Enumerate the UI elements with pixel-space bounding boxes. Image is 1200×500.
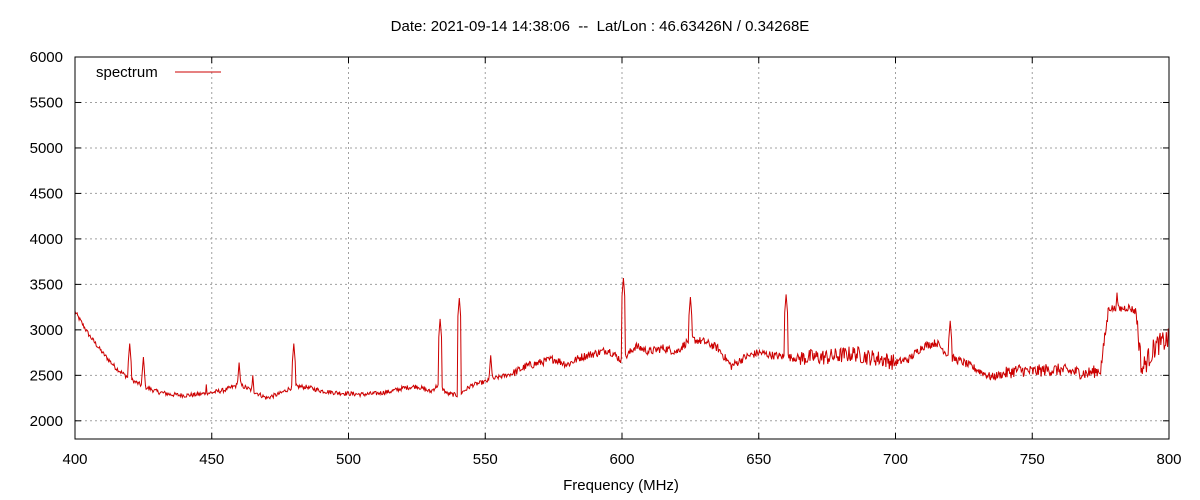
x-tick-label: 450 xyxy=(199,451,224,468)
y-tick-label: 3500 xyxy=(30,276,63,293)
y-tick-label: 2000 xyxy=(30,413,63,430)
y-tick-label: 2500 xyxy=(30,367,63,384)
chart-title: Date: 2021-09-14 14:38:06 -- Lat/Lon : 4… xyxy=(390,18,810,35)
y-tick-label: 4000 xyxy=(30,231,63,248)
x-tick-label: 650 xyxy=(746,451,771,468)
x-tick-label: 500 xyxy=(336,451,361,468)
legend-label: spectrum xyxy=(96,64,158,81)
x-tick-label: 800 xyxy=(1156,451,1181,468)
x-tick-label: 700 xyxy=(883,451,908,468)
x-tick-label: 750 xyxy=(1020,451,1045,468)
x-tick-label: 550 xyxy=(473,451,498,468)
x-tick-label: 600 xyxy=(609,451,634,468)
spectrum-line xyxy=(74,277,1170,400)
x-axis-label: Frequency (MHz) xyxy=(563,477,679,494)
x-tick-label: 400 xyxy=(62,451,87,468)
plot-frame xyxy=(74,56,1170,440)
y-tick-label: 6000 xyxy=(30,49,63,66)
y-tick-label: 3000 xyxy=(30,322,63,339)
y-tick-label: 5500 xyxy=(30,94,63,111)
y-tick-label: 4500 xyxy=(30,185,63,202)
y-tick-label: 5000 xyxy=(30,140,63,157)
